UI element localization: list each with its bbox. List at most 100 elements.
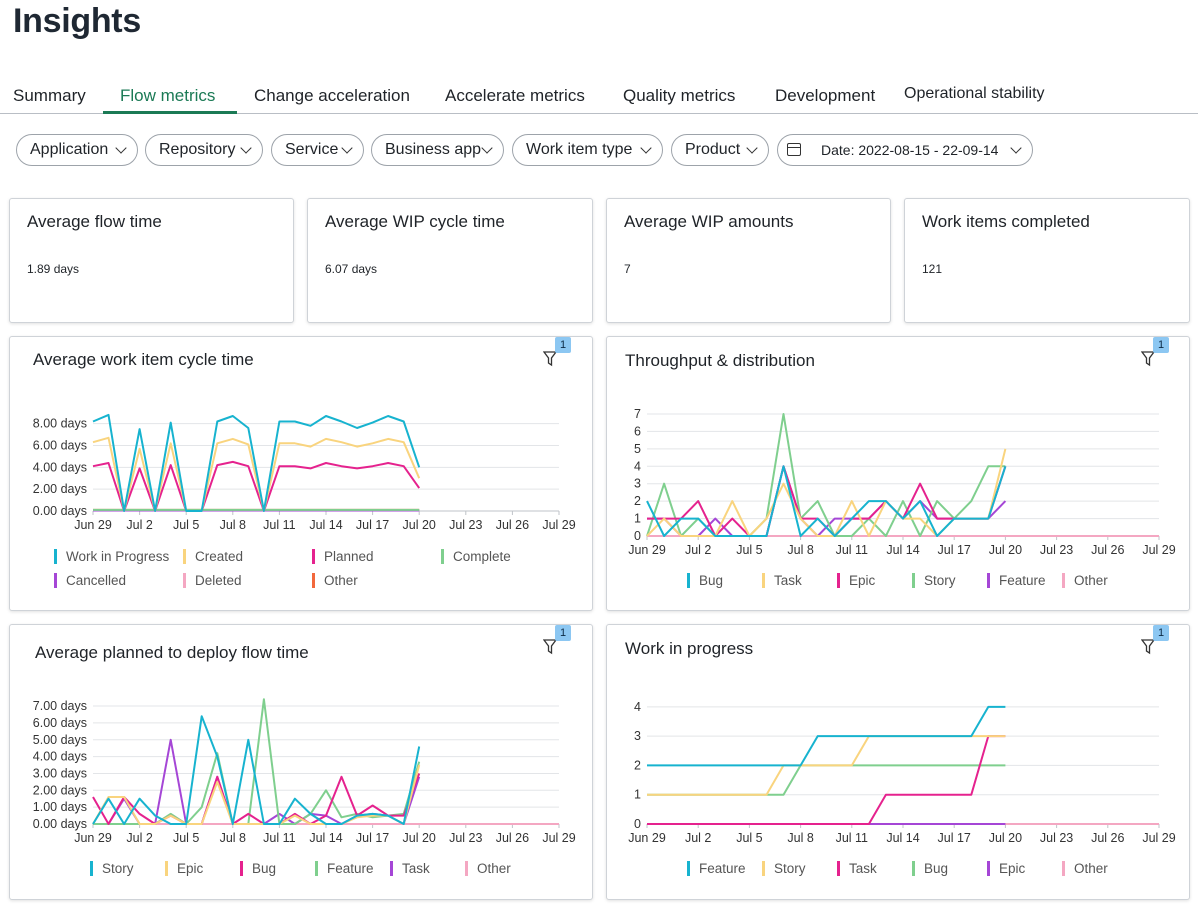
legend-swatch (837, 861, 840, 876)
x-tick-label: Jul 8 (787, 543, 813, 557)
legend-swatch (315, 861, 318, 876)
chart-filter-button[interactable]: 1 (543, 625, 571, 657)
x-tick-label: Jul 29 (542, 831, 575, 845)
legend-swatch (465, 861, 468, 876)
chart-card-average-work-item-cycle-time: Average work item cycle time 1 0.00 days… (9, 336, 593, 611)
x-tick-label: Jul 8 (220, 518, 246, 532)
legend-label: Story (102, 861, 134, 876)
legend-item[interactable]: Other (312, 573, 358, 588)
chevron-down-icon (640, 142, 652, 154)
x-tick-label: Jul 29 (1142, 831, 1175, 845)
tab-accelerate-metrics[interactable]: Accelerate metrics (445, 86, 585, 105)
filter-application-label: Application (30, 141, 109, 158)
kpi-value: 1.89 days (27, 262, 80, 276)
legend-item[interactable]: Other (1062, 861, 1108, 876)
chevron-down-icon (746, 142, 758, 154)
filter-product[interactable]: Product (671, 134, 769, 166)
legend-swatch (240, 861, 243, 876)
y-tick-label: 6.00 days (33, 716, 87, 730)
legend-swatch (1062, 861, 1065, 876)
legend-item[interactable]: Planned (312, 549, 374, 564)
legend-swatch (987, 573, 990, 588)
filter-application[interactable]: Application (16, 134, 138, 166)
filter-service[interactable]: Service (271, 134, 364, 166)
legend-label: Bug (699, 573, 723, 588)
legend-swatch (762, 861, 765, 876)
legend-item[interactable]: Epic (165, 861, 204, 876)
y-tick-label: 4 (634, 700, 641, 714)
legend-swatch (762, 573, 765, 588)
x-tick-label: Jul 20 (989, 831, 1022, 845)
y-tick-label: 6 (634, 424, 641, 438)
chart-filter-button[interactable]: 1 (1141, 337, 1169, 369)
legend-item[interactable]: Work in Progress (54, 549, 170, 564)
filter-count-badge: 1 (555, 625, 571, 641)
chart-card-work-in-progress: Work in progress 1 0 1 2 3 4 Jun 29 Jul 2 Jul 5… (606, 624, 1190, 900)
x-tick-label: Jul 5 (736, 543, 762, 557)
legend-item[interactable]: Epic (987, 861, 1026, 876)
legend-label: Task (774, 573, 802, 588)
chart-card-average-planned-to-deploy-flow-time: Average planned to deploy flow time 1 0.… (9, 624, 593, 900)
filter-work-item-type[interactable]: Work item type (512, 134, 663, 166)
x-tick-label: Jul 8 (787, 831, 813, 845)
legend-item[interactable]: Cancelled (54, 573, 126, 588)
x-tick-label: Jul 17 (356, 518, 389, 532)
tab-operational-stability[interactable]: Operational stability (904, 85, 1045, 102)
tab-flow-metrics[interactable]: Flow metrics (120, 86, 216, 105)
filter-service-label: Service (285, 141, 339, 158)
chart-card-throughput-distribution: Throughput & distribution 1 0 1 2 3 4 5 6 7 Jun … (606, 336, 1190, 611)
tab-quality-metrics[interactable]: Quality metrics (623, 86, 736, 105)
legend-item[interactable]: Feature (687, 861, 746, 876)
legend-item[interactable]: Deleted (183, 573, 242, 588)
x-tick-label: Jul 17 (938, 831, 971, 845)
legend-item[interactable]: Task (762, 573, 802, 588)
legend-item[interactable]: Complete (441, 549, 511, 564)
filter-date-label: Date: 2022-08-15 - 22-09-14 (821, 142, 999, 158)
legend-swatch (183, 573, 186, 588)
tab-change-acceleration[interactable]: Change acceleration (254, 86, 410, 105)
legend-label: Cancelled (66, 573, 126, 588)
legend-item[interactable]: Bug (687, 573, 723, 588)
legend-item[interactable]: Story (90, 861, 134, 876)
x-tick-label: Jun 29 (74, 518, 112, 532)
y-tick-label: 7.00 days (33, 699, 87, 713)
y-tick-label: 5.00 days (33, 733, 87, 747)
legend-swatch (90, 861, 93, 876)
chevron-down-icon (240, 142, 252, 154)
legend-item[interactable]: Other (1062, 573, 1108, 588)
y-tick-label: 7 (634, 407, 641, 421)
x-tick-label: Jul 8 (220, 831, 246, 845)
tab-summary[interactable]: Summary (13, 86, 86, 105)
legend-item[interactable]: Feature (987, 573, 1046, 588)
x-tick-label: Jun 29 (628, 543, 666, 557)
legend-item[interactable]: Created (183, 549, 243, 564)
chevron-down-icon (115, 142, 127, 154)
legend-swatch (312, 549, 315, 564)
kpi-card-average-flow-time: Average flow time 1.89 days (9, 198, 294, 323)
legend-item[interactable]: Bug (912, 861, 948, 876)
series-line-story (92, 715, 421, 825)
x-tick-label: Jul 29 (1142, 543, 1175, 557)
kpi-value: 7 (624, 262, 631, 276)
legend-swatch (54, 573, 57, 588)
series-line-bug (92, 773, 421, 825)
tab-development[interactable]: Development (775, 86, 876, 105)
kpi-card-work-items-completed: Work items completed 121 (904, 198, 1190, 323)
y-tick-label: 4.00 days (33, 750, 87, 764)
filter-repository[interactable]: Repository (145, 134, 263, 166)
filter-date[interactable]: Date: 2022-08-15 - 22-09-14 (777, 134, 1033, 166)
legend-label: Other (1074, 861, 1108, 876)
legend-item[interactable]: Bug (240, 861, 276, 876)
chart-filter-button[interactable]: 1 (1141, 625, 1169, 657)
legend-item[interactable]: Story (762, 861, 806, 876)
legend-item[interactable]: Other (465, 861, 511, 876)
legend-item[interactable]: Task (390, 861, 430, 876)
x-tick-label: Jul 23 (449, 518, 482, 532)
legend-item[interactable]: Task (837, 861, 877, 876)
legend-item[interactable]: Story (912, 573, 956, 588)
legend-item[interactable]: Feature (315, 861, 374, 876)
filter-business-app[interactable]: Business app (371, 134, 504, 166)
legend-item[interactable]: Epic (837, 573, 876, 588)
legend-label: Feature (699, 861, 746, 876)
chart-filter-button[interactable]: 1 (543, 337, 571, 369)
